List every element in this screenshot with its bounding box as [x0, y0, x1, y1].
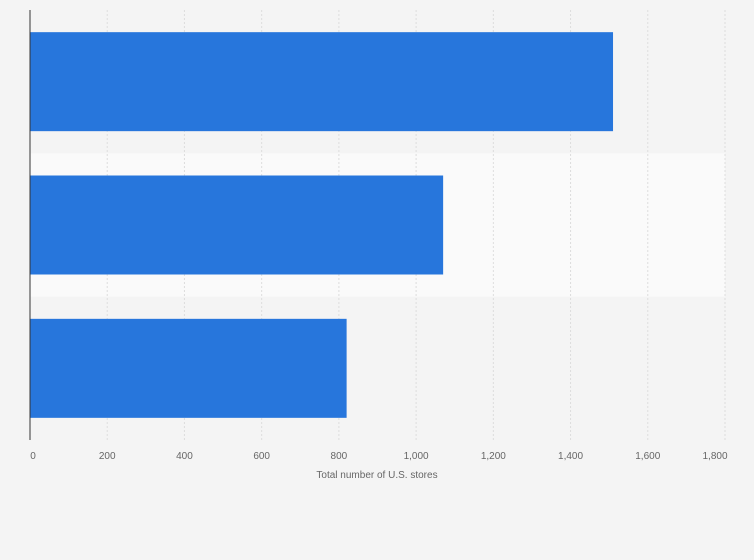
- x-tick-label: 1,000: [404, 451, 429, 462]
- x-tick-label: 800: [331, 451, 348, 462]
- x-tick-label: 400: [176, 451, 193, 462]
- x-tick-label: 1,400: [558, 451, 583, 462]
- x-tick-label: 600: [253, 451, 270, 462]
- x-tick-label: 1,600: [635, 451, 660, 462]
- x-tick-label: 1,200: [481, 451, 506, 462]
- bars: [30, 32, 614, 418]
- x-axis-ticks: 0 200 400 600 800 1,000 1,200 1,400 1,600 1,800: [30, 451, 728, 462]
- x-axis-title: Total number of U.S. stores: [316, 470, 437, 481]
- x-tick-label: 1,800: [702, 451, 727, 462]
- bar[interactable]: [30, 32, 614, 132]
- x-tick-label: 200: [99, 451, 116, 462]
- bar[interactable]: [30, 318, 347, 418]
- bar[interactable]: [30, 175, 444, 275]
- x-tick-label: 0: [30, 451, 36, 462]
